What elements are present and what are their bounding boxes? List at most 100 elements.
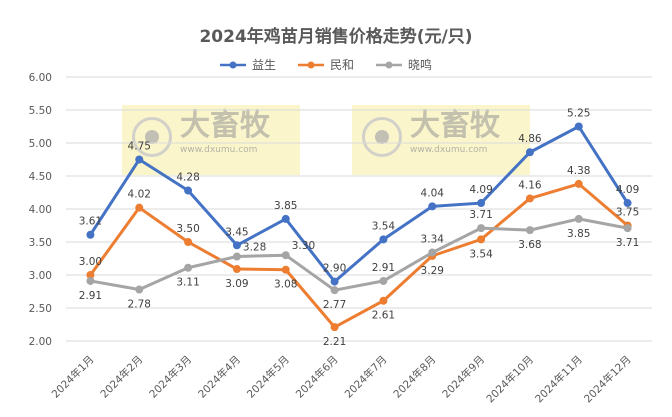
data-point (232, 252, 241, 261)
data-point (428, 202, 437, 211)
data-label: 4.04 (421, 187, 445, 199)
data-label: 3.71 (616, 237, 639, 249)
data-label: 2.78 (128, 299, 151, 311)
legend-label: 民和 (329, 58, 354, 72)
x-tick-label: 2024年6月 (293, 353, 341, 401)
data-label: 3.54 (372, 220, 396, 232)
data-label: 3.28 (243, 242, 266, 254)
data-label: 3.34 (421, 234, 445, 246)
y-tick-label: 4.50 (29, 171, 52, 183)
data-point (379, 296, 388, 305)
legend-item-xiaoming: 晓鸣 (376, 56, 432, 73)
data-point (184, 238, 193, 246)
data-point (379, 235, 388, 244)
watermark-logo-icon (132, 117, 172, 157)
data-label: 3.30 (292, 240, 315, 252)
chart-title: 2024年鸡苗月销售价格走势(元/只) (199, 27, 473, 47)
series-line-0 (89, 125, 629, 284)
data-point (623, 199, 632, 208)
data-point (379, 276, 388, 285)
x-tick-label: 2024年10月 (484, 353, 536, 405)
legend-label: 晓鸣 (408, 58, 433, 72)
data-label: 4.09 (616, 184, 639, 196)
data-label: 3.09 (225, 278, 248, 290)
data-point (232, 241, 241, 250)
data-label: 4.02 (128, 189, 151, 201)
y-tick-label: 3.50 (29, 237, 52, 249)
y-tick-label: 5.50 (29, 105, 52, 117)
data-label: 2.21 (323, 336, 346, 348)
data-label: 3.71 (469, 209, 492, 221)
data-label: 2.61 (372, 310, 395, 322)
y-tick-label: 3.00 (29, 270, 52, 282)
data-label: 4.16 (518, 179, 542, 191)
x-tick-label: 2024年9月 (440, 353, 488, 401)
data-label: 3.54 (469, 248, 493, 260)
x-tick-label: 2024年11月 (532, 353, 584, 405)
data-label: 2.90 (323, 263, 346, 275)
y-tick-label: 2.00 (29, 336, 52, 348)
data-point (477, 235, 486, 244)
data-point (86, 230, 95, 239)
watermark-url: www.dxumu.com (410, 145, 488, 155)
data-point (428, 248, 437, 257)
y-tick-label: 5.00 (29, 138, 52, 150)
data-point (135, 203, 144, 212)
data-label: 2.91 (79, 290, 102, 302)
data-label: 3.61 (79, 216, 102, 228)
x-tick-label: 2024年8月 (391, 353, 439, 401)
data-point (281, 265, 290, 274)
data-label: 4.28 (176, 172, 199, 184)
data-point (574, 122, 583, 131)
data-point (623, 224, 632, 233)
data-point (330, 277, 339, 286)
y-tick-label: 6.00 (29, 72, 52, 84)
data-label: 3.75 (616, 207, 639, 219)
data-point (525, 148, 534, 157)
data-label: 5.25 (567, 108, 590, 120)
watermark-logo-icon (362, 117, 402, 157)
data-label: 3.29 (421, 265, 444, 277)
data-point (86, 271, 95, 279)
data-point (330, 323, 339, 332)
data-point (477, 199, 486, 208)
data-point (232, 265, 241, 274)
legend: 益生 民和 晓鸣 (0, 56, 662, 73)
data-label: 4.38 (567, 165, 590, 177)
data-point (330, 286, 339, 295)
data-point (184, 186, 193, 195)
series-line-1 (89, 182, 629, 329)
x-tick-label: 2024年3月 (147, 353, 195, 401)
x-tick-label: 2024年2月 (98, 353, 146, 401)
data-point (281, 214, 290, 223)
data-point (135, 285, 144, 294)
x-tick-label: 2024年7月 (342, 353, 390, 401)
y-tick-label: 2.50 (29, 303, 52, 315)
data-label: 4.09 (469, 184, 492, 196)
x-tick-label: 2024年4月 (195, 353, 243, 401)
data-label: 3.68 (518, 239, 541, 251)
data-label: 2.77 (323, 299, 346, 311)
data-point (86, 276, 95, 285)
data-label: 4.86 (518, 133, 542, 145)
watermark-text: 大畜牧 (180, 108, 270, 143)
series-line-2 (90, 217, 628, 292)
data-point (525, 194, 534, 203)
data-label: 3.00 (79, 256, 102, 268)
data-point (281, 251, 290, 260)
legend-item-minhe: 民和 (297, 56, 354, 73)
data-point (525, 226, 534, 235)
data-label: 3.45 (225, 226, 248, 238)
data-point (574, 214, 583, 223)
x-tick-label: 2024年12月 (581, 353, 633, 405)
data-label: 3.11 (176, 277, 199, 289)
data-label: 4.75 (128, 141, 151, 153)
legend-label: 益生 (251, 58, 276, 72)
watermark-url: www.dxumu.com (180, 145, 258, 155)
data-label: 3.50 (176, 223, 199, 235)
data-point (184, 263, 193, 272)
data-label: 3.85 (274, 200, 297, 212)
x-tick-label: 2024年1月 (49, 353, 97, 401)
